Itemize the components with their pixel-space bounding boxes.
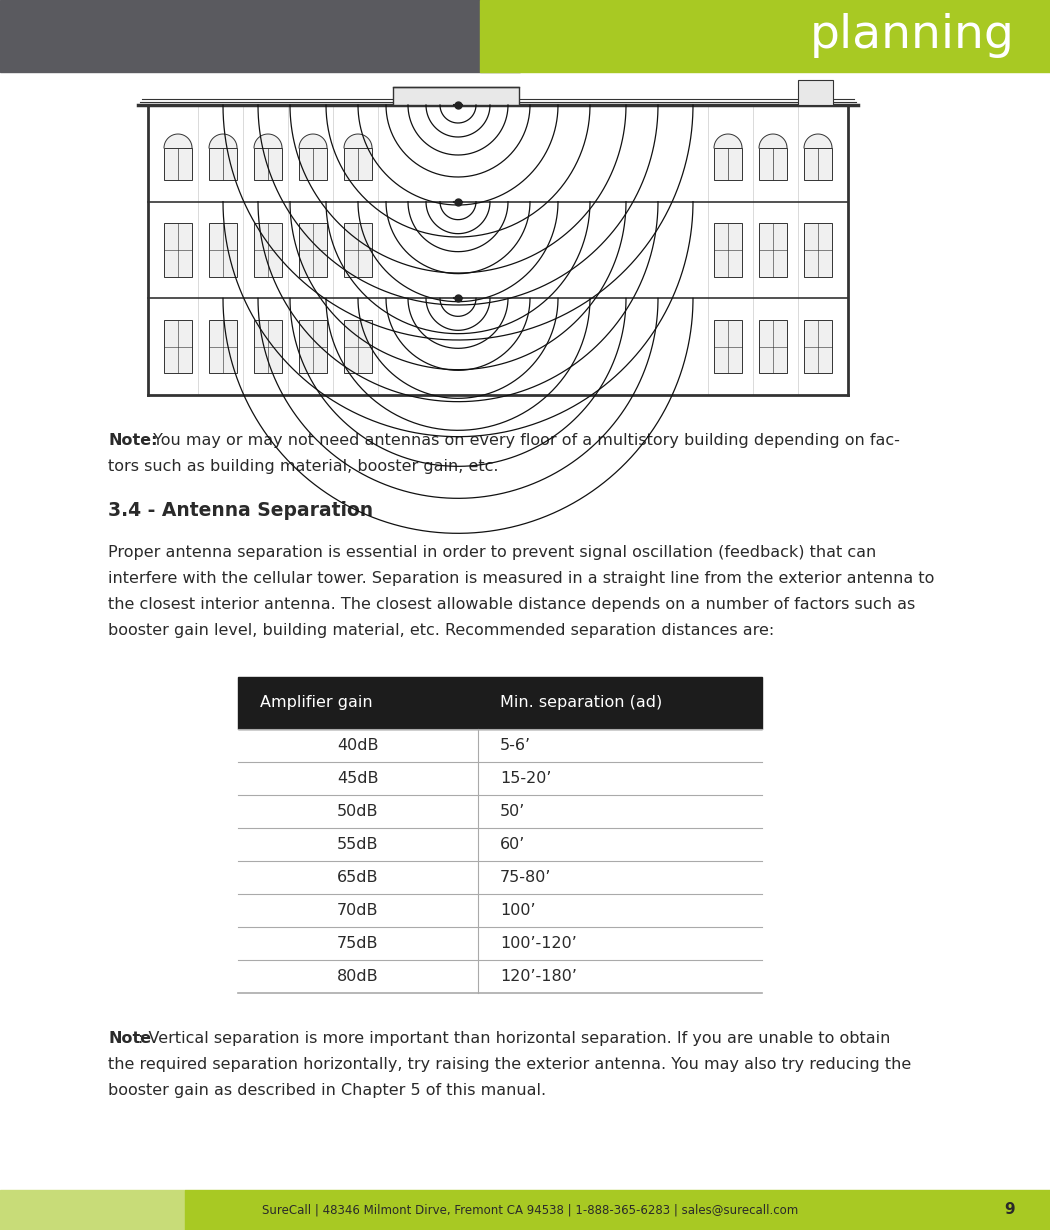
Text: : Vertical separation is more important than horizontal separation. If you are u: : Vertical separation is more important … <box>138 1031 890 1046</box>
Bar <box>164 320 192 373</box>
Text: 50dB: 50dB <box>337 803 379 819</box>
Text: booster gain level, building material, etc. Recommended separation distances are: booster gain level, building material, e… <box>108 622 774 638</box>
Text: 120’-180’: 120’-180’ <box>500 969 576 984</box>
Text: 60’: 60’ <box>500 836 525 852</box>
Text: the closest interior antenna. The closest allowable distance depends on a number: the closest interior antenna. The closes… <box>108 597 916 611</box>
Bar <box>714 148 742 180</box>
Bar <box>344 224 372 277</box>
Text: SureCall | 48346 Milmont Dirve, Fremont CA 94538 | 1-888-365-6283 | sales@sureca: SureCall | 48346 Milmont Dirve, Fremont … <box>261 1203 798 1216</box>
Bar <box>714 224 742 277</box>
Bar <box>238 676 762 729</box>
Text: 80dB: 80dB <box>337 969 379 984</box>
Text: 15-20’: 15-20’ <box>500 771 551 786</box>
Bar <box>714 320 742 373</box>
Text: Proper antenna separation is essential in order to prevent signal oscillation (f: Proper antenna separation is essential i… <box>108 545 877 560</box>
Bar <box>759 224 788 277</box>
Bar <box>209 224 237 277</box>
Bar <box>254 148 282 180</box>
Bar <box>0 0 520 73</box>
Bar <box>299 224 327 277</box>
Text: 9: 9 <box>1005 1203 1015 1218</box>
Text: booster gain as described in Chapter 5 of this manual.: booster gain as described in Chapter 5 o… <box>108 1082 546 1098</box>
Bar <box>480 0 1050 73</box>
Text: Note: Note <box>108 1031 151 1046</box>
Bar <box>148 105 848 395</box>
Text: Amplifier gain: Amplifier gain <box>260 695 373 710</box>
Text: interfere with the cellular tower. Separation is measured in a straight line fro: interfere with the cellular tower. Separ… <box>108 571 934 585</box>
Bar <box>299 148 327 180</box>
Bar <box>393 87 519 105</box>
Text: 100’: 100’ <box>500 903 536 918</box>
Bar <box>0 1189 185 1230</box>
Bar <box>804 320 832 373</box>
Text: 45dB: 45dB <box>337 771 379 786</box>
Bar <box>299 320 327 373</box>
Text: the required separation horizontally, try raising the exterior antenna. You may : the required separation horizontally, tr… <box>108 1057 911 1071</box>
Text: 40dB: 40dB <box>337 738 379 753</box>
Text: tors such as building material, booster gain, etc.: tors such as building material, booster … <box>108 459 499 474</box>
Bar <box>209 148 237 180</box>
Text: 55dB: 55dB <box>337 836 379 852</box>
Text: 3.4 - Antenna Separation: 3.4 - Antenna Separation <box>108 501 373 519</box>
Bar <box>185 1189 1050 1230</box>
Text: 70dB: 70dB <box>337 903 379 918</box>
Bar <box>344 320 372 373</box>
Bar <box>164 148 192 180</box>
Text: 75-80’: 75-80’ <box>500 870 551 884</box>
Text: planning: planning <box>811 14 1015 59</box>
Text: Min. separation (ad): Min. separation (ad) <box>500 695 663 710</box>
Text: 75dB: 75dB <box>337 936 379 951</box>
Bar <box>164 224 192 277</box>
Bar <box>804 224 832 277</box>
Bar <box>804 148 832 180</box>
Text: 65dB: 65dB <box>337 870 379 884</box>
Bar <box>344 148 372 180</box>
Bar <box>254 320 282 373</box>
Bar <box>209 320 237 373</box>
Text: Note:: Note: <box>108 433 158 448</box>
Bar <box>798 80 833 105</box>
Bar <box>254 224 282 277</box>
Bar <box>759 148 788 180</box>
Text: 50’: 50’ <box>500 803 525 819</box>
Text: 5-6’: 5-6’ <box>500 738 531 753</box>
Text: 100’-120’: 100’-120’ <box>500 936 576 951</box>
Text: You may or may not need antennas on every floor of a multistory building dependi: You may or may not need antennas on ever… <box>148 433 900 448</box>
Bar <box>759 320 788 373</box>
